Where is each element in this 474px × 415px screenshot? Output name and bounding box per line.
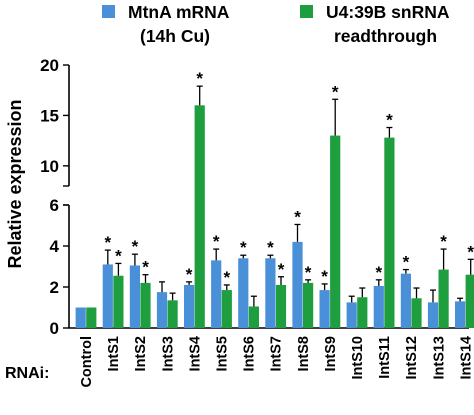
- y-tick-label: 10: [40, 157, 59, 176]
- y-tick-label: 2: [50, 278, 59, 297]
- significance-star: *: [240, 238, 247, 257]
- x-tick-label-ints5: IntS5: [215, 336, 231, 371]
- bar-u4-ints8: [303, 282, 314, 328]
- x-tick-label-ints3: IntS3: [160, 336, 176, 371]
- significance-star: *: [467, 242, 474, 261]
- bar-mtna-ints8: [292, 241, 303, 328]
- y-tick-label: 20: [40, 56, 59, 75]
- bar-mtna-ints12: [400, 273, 411, 328]
- bar-mtna-ints6: [238, 258, 249, 328]
- legend-swatch-mtna: [102, 5, 115, 18]
- x-tick-label-ints2: IntS2: [133, 336, 149, 371]
- x-tick-label-ints1: IntS1: [106, 336, 122, 371]
- x-tick-label-ints6: IntS6: [242, 336, 258, 371]
- significance-star: *: [278, 260, 285, 279]
- legend-swatch-u4: [300, 5, 313, 18]
- bar-u4-ints3: [167, 300, 178, 328]
- significance-star: *: [440, 232, 447, 251]
- bar-u4-ints6: [248, 306, 259, 328]
- significance-star: *: [267, 238, 274, 257]
- bars: ** ** ***** **** *******: [75, 69, 474, 328]
- significance-star: *: [142, 258, 149, 277]
- bar-u4-control: [86, 307, 97, 328]
- x-tick-label-ints7: IntS7: [269, 336, 285, 371]
- y-tick-label: 4: [50, 237, 60, 256]
- significance-star: *: [115, 246, 122, 265]
- bar-u4-ints7: [275, 284, 287, 328]
- significance-star: *: [186, 265, 193, 284]
- x-tick-label-ints13: IntS13: [431, 336, 447, 380]
- significance-star: *: [321, 267, 328, 286]
- x-tick-label-ints8: IntS8: [296, 336, 312, 371]
- bar-mtna-ints5: [211, 260, 222, 328]
- x-tick-label-control: Control: [79, 336, 95, 388]
- significance-star: *: [375, 263, 382, 282]
- significance-star: *: [132, 237, 139, 256]
- legend-label-mtna-line2: (14h Cu): [140, 26, 210, 46]
- bar-u4-ints13: [438, 269, 449, 328]
- bar-u4-ints1: [113, 275, 124, 328]
- bar-u4-ints10: [357, 297, 368, 328]
- bar-mtna-ints2: [129, 265, 140, 328]
- bar-mtna-ints3: [156, 292, 168, 328]
- significance-star: *: [386, 111, 393, 130]
- bar-u4-ints14: [465, 274, 474, 328]
- legend-label-u4-line1: U4:39B snRNA: [326, 2, 450, 22]
- x-tick-label-ints12: IntS12: [404, 336, 420, 380]
- bar-mtna-control: [75, 307, 86, 328]
- legend-label-mtna-line1: MtnA mRNA: [128, 2, 230, 22]
- significance-star: *: [104, 233, 111, 252]
- category-labels: Control IntS1 IntS2 IntS3 IntS4 IntS5 IntS6 Int…: [79, 336, 474, 388]
- legend: MtnA mRNA (14h Cu) U4:39B snRNA readthro…: [102, 2, 450, 46]
- y-axis-label: Relative expression: [5, 99, 25, 268]
- significance-star: *: [196, 69, 203, 88]
- significance-star: *: [332, 82, 339, 101]
- y-tick-label: 6: [50, 196, 59, 215]
- bar-mtna-ints13: [427, 302, 439, 328]
- bar-mtna-ints11: [373, 285, 384, 328]
- bar-mtna-ints7: [265, 258, 276, 328]
- bar-mtna-ints9: [319, 290, 330, 328]
- significance-star: *: [305, 263, 312, 282]
- x-tick-label-ints9: IntS9: [323, 336, 339, 371]
- bar-u4-ints11: [384, 137, 395, 328]
- y-tick-label: 15: [40, 106, 59, 125]
- x-tick-label-ints14: IntS14: [458, 336, 474, 380]
- significance-star: *: [213, 232, 220, 251]
- bar-u4-ints5: [221, 290, 232, 328]
- x-tick-label-ints4: IntS4: [187, 336, 203, 371]
- bar-u4-ints12: [411, 298, 422, 328]
- bar-mtna-ints10: [346, 302, 357, 328]
- rnai-row-label: RNAi:: [5, 365, 49, 382]
- bar-mtna-ints14: [455, 301, 466, 328]
- significance-star: *: [294, 207, 301, 226]
- x-tick-label-ints10: IntS10: [350, 336, 366, 380]
- legend-label-u4-line2: readthrough: [334, 26, 437, 46]
- bar-u4-ints4: [194, 105, 205, 328]
- significance-star: *: [223, 268, 230, 287]
- bar-mtna-ints1: [102, 264, 113, 328]
- significance-star: *: [403, 253, 410, 272]
- y-tick-label: 0: [50, 319, 59, 338]
- bar-u4-ints2: [140, 282, 151, 328]
- bar-u4-ints9: [330, 135, 341, 328]
- bar-mtna-ints4: [184, 284, 195, 328]
- x-tick-label-ints11: IntS11: [377, 336, 393, 379]
